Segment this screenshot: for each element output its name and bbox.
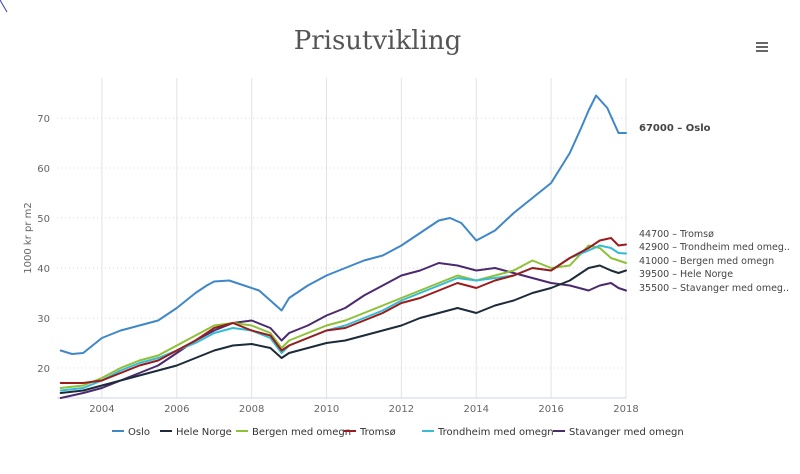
series-end-label: 42900 – Trondheim med omeg.. xyxy=(639,242,790,253)
series-line-stavanger-med-omegn[interactable] xyxy=(59,262,627,399)
x-tick-label: 2018 xyxy=(613,404,638,415)
menu-line xyxy=(756,46,768,48)
series-end-label: 35500 – Stavanger med omeg.. xyxy=(639,283,789,294)
x-tick-label: 2014 xyxy=(464,404,489,415)
x-tick-label: 2008 xyxy=(239,404,264,415)
legend-item[interactable]: Trondheim med omegn xyxy=(437,427,554,438)
series-line-bergen-med-omegn[interactable] xyxy=(59,244,627,389)
legend-item[interactable]: Tromsø xyxy=(359,427,396,438)
y-tick-label: 40 xyxy=(37,264,50,275)
x-tick-label: 2006 xyxy=(164,404,189,415)
series-end-label: 41000 – Bergen med omegn xyxy=(639,256,774,267)
hamburger-menu-icon[interactable] xyxy=(752,40,772,58)
corner-mark xyxy=(0,0,8,13)
legend-item[interactable]: Oslo xyxy=(128,427,150,438)
menu-line xyxy=(756,42,768,44)
legend-item[interactable]: Bergen med omegn xyxy=(252,427,351,438)
x-tick-label: 2016 xyxy=(538,404,563,415)
y-axis-title: 1000 kr pr m2 xyxy=(23,202,34,273)
y-tick-label: 50 xyxy=(37,214,50,225)
x-tick-label: 2004 xyxy=(89,404,114,415)
series-end-label: 67000 – Oslo xyxy=(639,123,711,134)
x-tick-label: 2012 xyxy=(389,404,414,415)
series-line-troms-[interactable] xyxy=(59,237,627,384)
legend-item[interactable]: Hele Norge xyxy=(176,427,232,438)
menu-line xyxy=(756,50,768,52)
series-line-oslo[interactable] xyxy=(59,94,627,355)
y-tick-label: 30 xyxy=(37,314,50,325)
y-tick-label: 60 xyxy=(37,164,50,175)
series-line-hele-norge[interactable] xyxy=(59,264,627,394)
series-end-label: 39500 – Hele Norge xyxy=(639,269,733,280)
chart-title: Prisutvikling xyxy=(293,26,462,56)
y-tick-label: 70 xyxy=(37,114,50,125)
legend-item[interactable]: Stavanger med omegn xyxy=(569,427,684,438)
x-tick-label: 2010 xyxy=(314,404,339,415)
y-tick-label: 20 xyxy=(37,364,50,375)
series-end-label: 44700 – Tromsø xyxy=(639,229,714,240)
